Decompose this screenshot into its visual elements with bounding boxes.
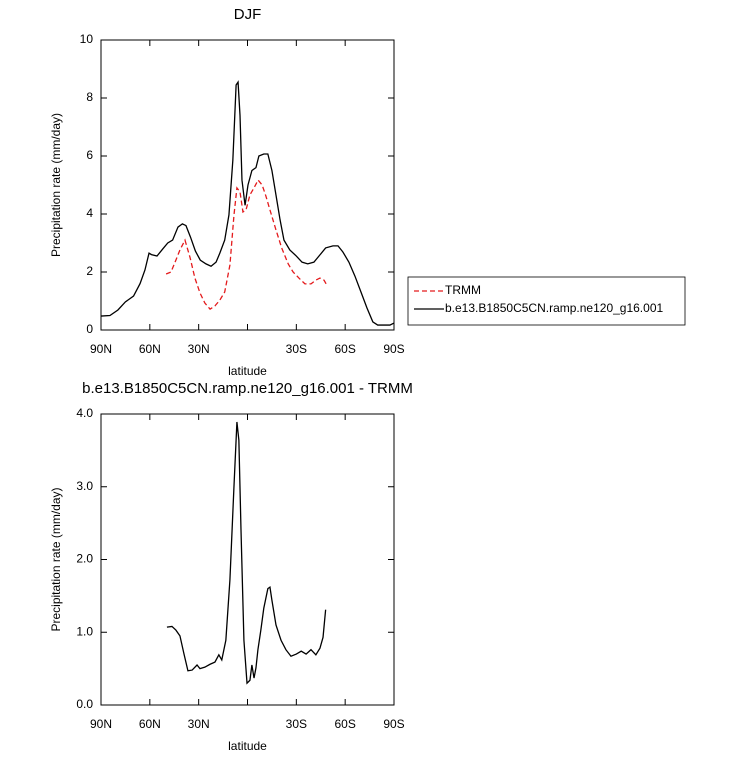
y-tick-label: 4 [86, 206, 93, 220]
y-tick-label: 8 [86, 90, 93, 104]
x-tick-label: 60S [334, 717, 355, 731]
legend-label: TRMM [445, 283, 481, 297]
x-tick-label: 90N [90, 342, 112, 356]
data-line [165, 178, 328, 310]
x-tick-label: 60S [334, 342, 355, 356]
legend-label: b.e13.B1850C5CN.ramp.ne120_g16.001 [445, 301, 663, 315]
chart-title: DJF [234, 6, 262, 23]
x-tick-label: 90S [383, 342, 404, 356]
y-tick-label: 4.0 [76, 406, 93, 420]
data-line [100, 80, 395, 326]
y-tick-label: 2.0 [76, 552, 93, 566]
x-tick-label: 60N [139, 717, 161, 731]
chart-title: b.e13.B1850C5CN.ramp.ne120_g16.001 - TRM… [82, 380, 413, 397]
y-tick-label: 10 [80, 32, 94, 46]
plot-frame [100, 413, 395, 706]
y-tick-label: 6 [86, 148, 93, 162]
x-tick-label: 30S [286, 717, 307, 731]
y-tick-label: 1.0 [76, 624, 93, 638]
x-axis-label: latitude [228, 739, 267, 753]
y-axis-label: Precipitation rate (mm/day) [49, 113, 63, 257]
legend-box [407, 276, 686, 326]
x-tick-label: 90S [383, 717, 404, 731]
y-tick-label: 0 [86, 322, 93, 336]
x-tick-label: 30N [188, 342, 210, 356]
x-tick-label: 60N [139, 342, 161, 356]
x-tick-label: 30S [286, 342, 307, 356]
y-axis-label: Precipitation rate (mm/day) [49, 487, 63, 631]
x-tick-label: 90N [90, 717, 112, 731]
y-tick-label: 2 [86, 264, 93, 278]
y-tick-label: 0.0 [76, 697, 93, 711]
data-line [166, 421, 327, 685]
y-tick-label: 3.0 [76, 479, 93, 493]
x-axis-label: latitude [228, 364, 267, 378]
x-tick-label: 30N [188, 717, 210, 731]
